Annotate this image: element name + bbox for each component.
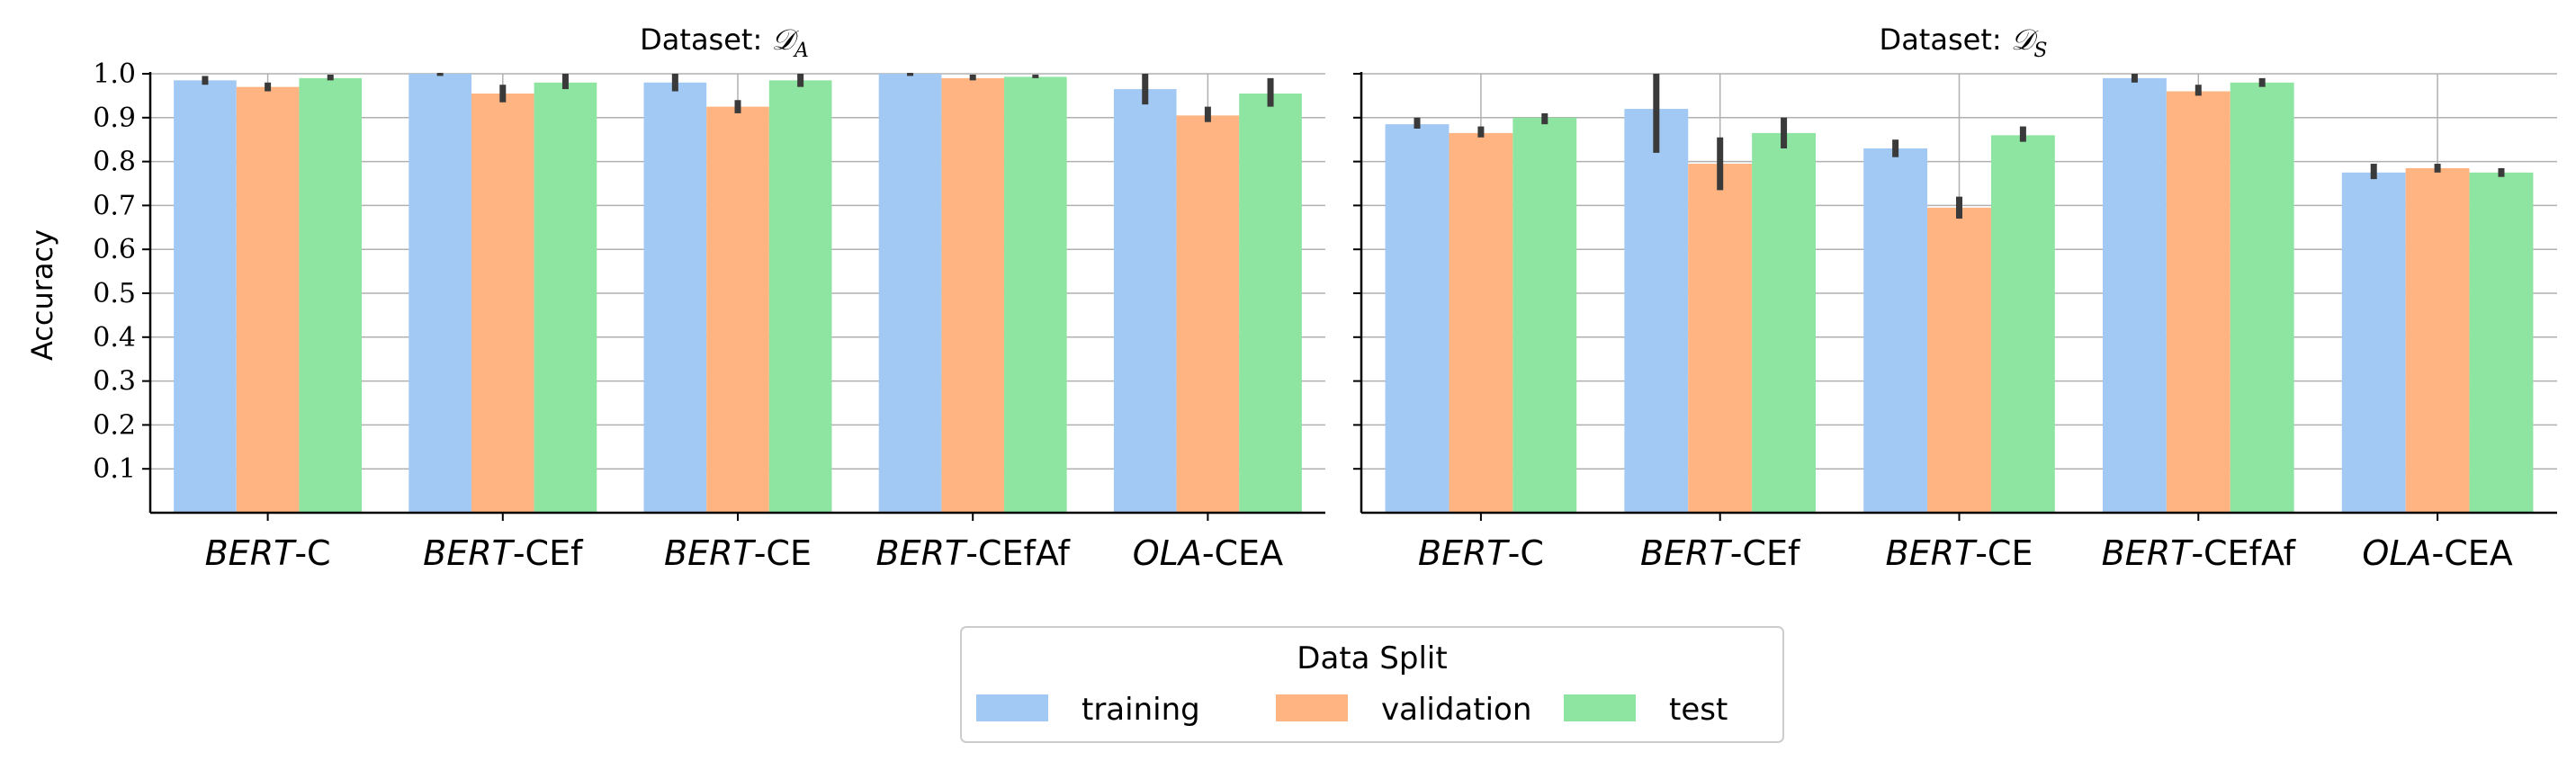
y-tick-label: 0.5 — [93, 278, 136, 309]
bar-test — [2230, 82, 2294, 513]
axes — [1353, 72, 2557, 521]
bar-training — [2102, 77, 2167, 513]
y-tick-label: 0.2 — [93, 409, 136, 441]
legend-swatch-training — [976, 694, 1048, 721]
x-tick-label: BERT-CE — [1886, 533, 2033, 573]
legend-title: Data Split — [1297, 640, 1447, 676]
y-axis-label: Accuracy — [25, 229, 59, 361]
bars — [174, 74, 1302, 514]
x-tick-label: BERT-CEf — [423, 533, 584, 573]
bar-validation — [1176, 115, 1240, 514]
bar-test — [768, 80, 832, 513]
chart-title: Dataset: 𝒟S — [1880, 22, 2048, 62]
chart-panel-dataset-s: Dataset: 𝒟S BERT-C BERT-CEf BERT-CE BERT-CE… — [1353, 22, 2557, 573]
bar-test — [2469, 172, 2534, 514]
bar-test — [1004, 76, 1067, 513]
bar-training — [1624, 109, 1689, 513]
bar-training — [1863, 148, 1928, 513]
error-bars — [1414, 74, 2505, 219]
bar-training — [408, 74, 471, 513]
axes — [142, 72, 1325, 521]
bar-validation — [941, 77, 1005, 513]
legend-swatch-validation — [1276, 694, 1348, 721]
bar-validation — [2166, 91, 2230, 514]
bar-validation — [236, 86, 300, 513]
y-tick-label: 0.1 — [93, 453, 136, 485]
bar-validation — [2405, 167, 2470, 514]
y-tick-label: 0.3 — [93, 366, 136, 398]
bars — [1385, 77, 2534, 514]
bar-validation — [471, 93, 534, 514]
legend-label-training: training — [1082, 692, 1200, 728]
chart-panel-dataset-a: Dataset: 𝒟A Accuracy 0.10.20.30.40.50.60… — [25, 22, 1325, 573]
bar-training — [878, 74, 942, 513]
bar-training — [643, 82, 707, 513]
error-bars — [202, 73, 1274, 122]
y-tick-label: 0.9 — [93, 103, 136, 134]
x-tick-label: OLA-CEA — [2362, 533, 2512, 573]
bar-validation — [1449, 132, 1513, 513]
bar-training — [1113, 89, 1177, 513]
bar-training — [2341, 172, 2406, 514]
legend-label-test: test — [1669, 692, 1728, 728]
y-tick-label: 0.7 — [93, 190, 136, 221]
bar-validation — [1927, 207, 1991, 513]
legend-items: training validation test — [976, 692, 1728, 728]
legend-label-validation: validation — [1381, 692, 1531, 728]
bar-test — [1512, 117, 1577, 514]
bar-test — [1990, 135, 2055, 513]
bar-test — [534, 82, 597, 513]
tick-labels: 0.1 0.2 0.3 0.4 0.5 0.6 0.7 0.8 0.9 1.0 BERT-C BERT… — [93, 58, 1283, 573]
legend: Data Split training validation test — [960, 626, 1784, 743]
bar-training — [1385, 124, 1450, 513]
tick-labels: BERT-C BERT-CEf BERT-CE BERT-CEfAf OLA-CEA — [1418, 533, 2513, 573]
x-tick-label: BERT-C — [205, 533, 331, 573]
y-tick-label: 0.4 — [93, 322, 136, 354]
bar-training — [174, 80, 237, 513]
legend-swatch-test — [1564, 694, 1636, 721]
y-tick-label: 0.8 — [93, 147, 136, 178]
x-tick-label: OLA-CEA — [1133, 533, 1283, 573]
x-tick-label: BERT-CEf — [1640, 533, 1801, 573]
x-tick-label: BERT-C — [1418, 533, 1544, 573]
bar-test — [1752, 132, 1817, 513]
bar-test — [299, 77, 363, 513]
y-tick-label: 0.6 — [93, 234, 136, 265]
bar-validation — [1688, 164, 1753, 514]
x-tick-label: BERT-CEfAf — [876, 533, 1072, 573]
chart-title: Dataset: 𝒟A — [640, 22, 809, 62]
x-tick-label: BERT-CE — [664, 533, 812, 573]
y-tick-label: 1.0 — [93, 58, 136, 90]
bar-validation — [706, 106, 769, 513]
bar-test — [1239, 93, 1302, 514]
x-tick-label: BERT-CEfAf — [2102, 533, 2297, 573]
